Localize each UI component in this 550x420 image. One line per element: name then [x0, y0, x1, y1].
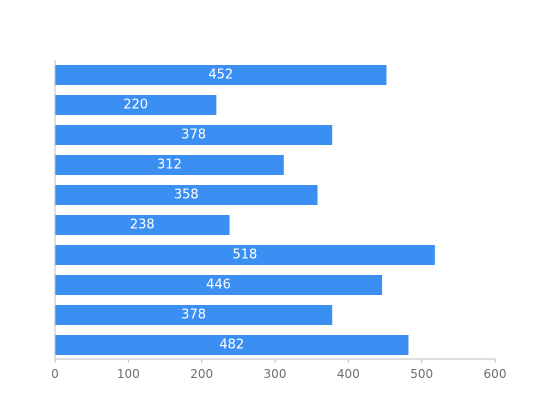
x-tick-label: 300	[264, 367, 287, 381]
bar	[55, 95, 217, 115]
bar	[55, 245, 435, 265]
bar-value-label: 220	[123, 98, 148, 113]
bar-value-label: 482	[219, 338, 244, 353]
x-tick-label: 0	[51, 367, 59, 381]
bar	[55, 65, 387, 85]
bar	[55, 335, 409, 355]
x-axis: 0 100 200 300 400 500 600	[51, 60, 506, 381]
bar	[55, 305, 333, 325]
bar	[55, 215, 230, 235]
bar	[55, 275, 383, 295]
bar-value-label: 446	[206, 278, 231, 293]
bar-value-label: 312	[157, 158, 182, 173]
bar-value-label: 378	[181, 128, 206, 143]
bar	[55, 185, 318, 205]
bar-value-label: 238	[130, 218, 155, 233]
bar	[55, 155, 284, 175]
x-tick-label: 600	[484, 367, 507, 381]
bar-value-label: 452	[208, 68, 233, 83]
x-tick-label: 100	[117, 367, 140, 381]
x-tick-label: 400	[337, 367, 360, 381]
bar-value-label: 518	[233, 248, 258, 263]
bar-value-label: 358	[174, 188, 199, 203]
bar	[55, 125, 333, 145]
x-tick-label: 200	[190, 367, 213, 381]
bar-value-label: 378	[181, 308, 206, 323]
x-tick-label: 500	[410, 367, 433, 381]
